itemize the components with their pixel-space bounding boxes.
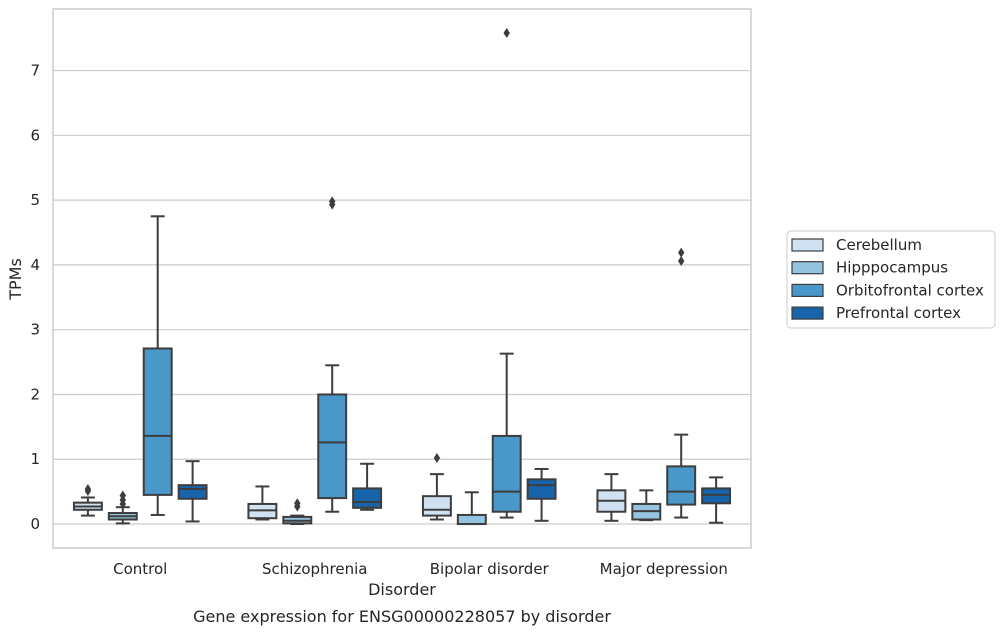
box-hipppocampus [631, 489, 662, 522]
x-tick-labels: Control Schizophrenia Bipolar disorder Majo… [113, 560, 728, 578]
box-prefrontal-cortex [352, 462, 383, 511]
outlier-point [84, 484, 92, 495]
legend-frame [786, 230, 996, 329]
y-tick-label: 2 [30, 385, 40, 403]
outlier-point [503, 27, 510, 38]
box-plots [72, 27, 732, 526]
box-orbitofrontal-cortex [666, 247, 697, 519]
y-tick-label: 7 [30, 62, 40, 80]
legend-swatch [791, 261, 824, 275]
box-cerebellum [421, 452, 452, 521]
x-tick-label: Schizophrenia [262, 560, 367, 578]
box-iqr [491, 434, 522, 513]
y-axis-label: TPMs [6, 258, 25, 301]
box-cerebellum [72, 484, 103, 517]
box-cerebellum [596, 473, 627, 522]
outlier-point [119, 490, 126, 501]
box-iqr [142, 347, 173, 496]
box-iqr [317, 393, 348, 500]
box-cerebellum [247, 485, 278, 521]
box-iqr [526, 478, 557, 500]
y-tick-label: 6 [30, 126, 40, 144]
y-tick-labels: 0 1 2 3 4 5 6 7 [30, 62, 40, 533]
y-tick-label: 5 [30, 191, 40, 209]
y-tick-label: 0 [30, 515, 40, 533]
outlier-point [294, 498, 301, 509]
x-tick-label: Major depression [600, 560, 728, 578]
outlier-point [678, 256, 685, 267]
box-prefrontal-cortex [526, 467, 557, 522]
plot-frame [52, 8, 752, 549]
box-orbitofrontal-cortex [317, 196, 348, 513]
x-axis-label: Disorder [368, 580, 436, 599]
box-iqr [456, 513, 487, 526]
box-hipppocampus [456, 491, 487, 526]
legend-label: Prefrontal cortex [836, 304, 961, 322]
outlier-point [678, 247, 685, 258]
box-iqr [352, 487, 383, 509]
box-hipppocampus [107, 490, 138, 525]
legend: Cerebellum Hipppocampus Orbitofrontal cort… [786, 230, 996, 329]
legend-swatch [791, 306, 824, 320]
legend-swatch [791, 238, 824, 252]
y-tick-label: 4 [30, 256, 40, 274]
outlier-point [433, 452, 441, 463]
box-prefrontal-cortex [701, 476, 732, 524]
box-iqr [666, 465, 697, 506]
legend-label: Cerebellum [836, 236, 922, 254]
box-prefrontal-cortex [177, 460, 208, 523]
box-hipppocampus [282, 498, 313, 526]
box-iqr [177, 484, 208, 500]
legend-swatch [791, 283, 824, 297]
box-orbitofrontal-cortex [491, 27, 522, 519]
legend-label: Orbitofrontal cortex [836, 281, 984, 299]
box-iqr [421, 495, 452, 517]
x-tick-label: Control [113, 560, 167, 578]
outlier-point [329, 196, 336, 207]
box-orbitofrontal-cortex [142, 215, 173, 516]
y-tick-label: 1 [30, 450, 40, 468]
legend-label: Hipppocampus [836, 259, 948, 277]
y-tick-label: 3 [30, 321, 40, 339]
chart-caption: Gene expression for ENSG00000228057 by d… [193, 607, 611, 626]
x-tick-label: Bipolar disorder [430, 560, 550, 578]
